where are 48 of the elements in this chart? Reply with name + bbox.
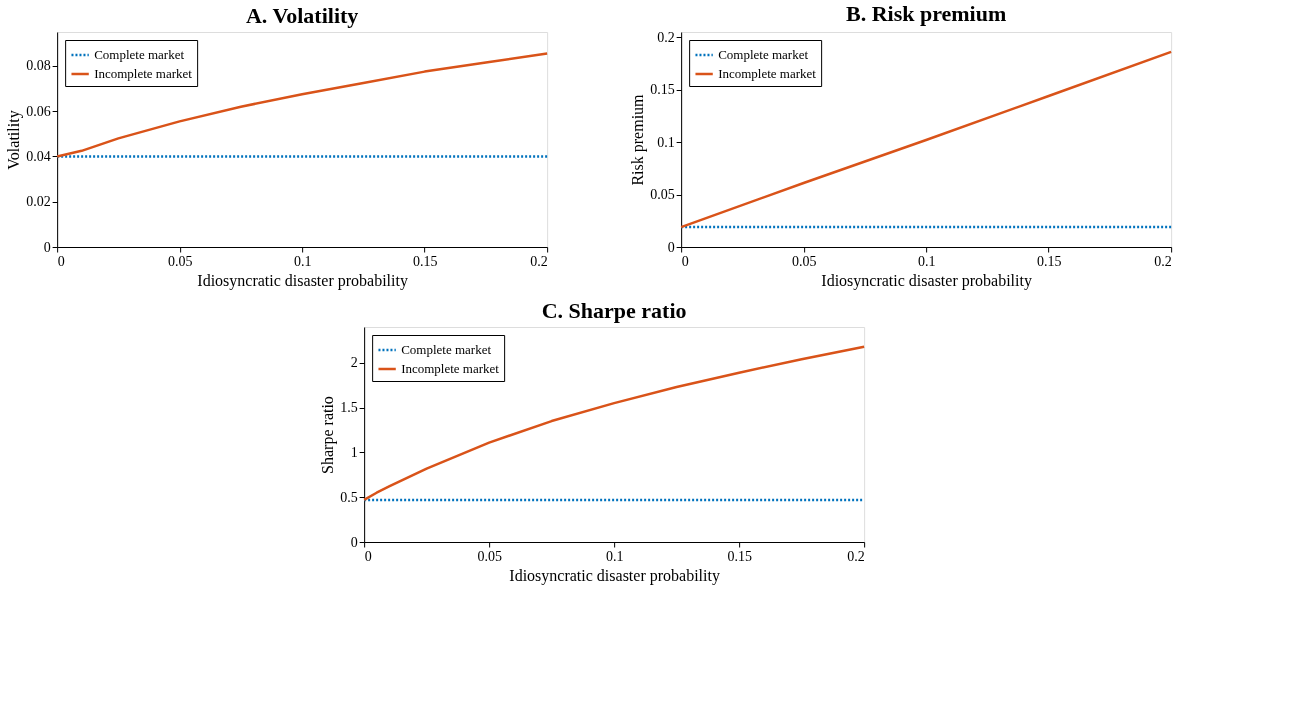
x-tick-label: 0.15 xyxy=(1036,253,1062,269)
y-tick-label: 0 xyxy=(350,534,358,550)
y-axis-title: Sharpe ratio xyxy=(319,396,338,474)
x-tick-label: 0.2 xyxy=(1154,253,1172,269)
y-tick-label: 0.06 xyxy=(26,103,51,119)
line-series xyxy=(679,50,1173,229)
line-series xyxy=(362,345,866,502)
x-tick-label: 0.05 xyxy=(477,548,502,564)
x-tick-label: 0.05 xyxy=(791,253,817,269)
y-tick-label: 0 xyxy=(43,239,51,255)
chart-title: C. Sharpe ratio xyxy=(541,298,687,323)
x-axis-title: Idiosyncratic disaster probability xyxy=(821,271,1032,290)
x-tick-label: 0.1 xyxy=(605,548,624,564)
legend-label: Incomplete market xyxy=(94,66,193,81)
x-tick-label: 0.15 xyxy=(727,548,752,564)
y-tick-label: 0 xyxy=(667,239,675,255)
x-tick-label: 0.1 xyxy=(293,253,312,269)
x-tick-label: 0 xyxy=(681,253,689,269)
y-tick-label: 0.5 xyxy=(340,489,358,505)
y-tick-label: 0.1 xyxy=(657,134,675,150)
legend-label: Complete market xyxy=(718,47,809,62)
legend-label: Complete market xyxy=(94,47,185,62)
x-tick-label: 0.05 xyxy=(167,253,193,269)
chart-title: A. Volatility xyxy=(245,3,359,28)
y-tick-label: 0.02 xyxy=(26,194,51,210)
y-axis-title: Risk premium xyxy=(629,93,648,186)
x-tick-label: 0 xyxy=(364,548,372,564)
x-tick-label: 0.2 xyxy=(530,253,548,269)
legend-label: Incomplete market xyxy=(401,361,500,376)
y-tick-label: 0.2 xyxy=(657,29,675,45)
x-tick-label: 0 xyxy=(57,253,65,269)
y-tick-label: 0.15 xyxy=(650,82,675,98)
x-tick-label: 0.2 xyxy=(847,548,865,564)
y-axis-title: Volatility xyxy=(5,110,24,170)
line-series xyxy=(55,52,549,158)
legend-label: Complete market xyxy=(401,342,492,357)
chart-title: B. Risk premium xyxy=(845,1,1007,27)
y-tick-label: 1 xyxy=(350,444,358,460)
y-tick-label: 0.04 xyxy=(26,148,51,164)
y-tick-label: 0.08 xyxy=(26,58,51,74)
x-tick-label: 0.1 xyxy=(917,253,936,269)
y-tick-label: 0.05 xyxy=(650,187,675,203)
y-tick-label: 1.5 xyxy=(340,400,358,416)
x-axis-title: Idiosyncratic disaster probability xyxy=(509,566,720,585)
y-tick-label: 2 xyxy=(350,355,358,371)
x-axis-title: Idiosyncratic disaster probability xyxy=(197,271,408,290)
x-tick-label: 0.15 xyxy=(412,253,438,269)
legend-label: Incomplete market xyxy=(718,66,817,81)
